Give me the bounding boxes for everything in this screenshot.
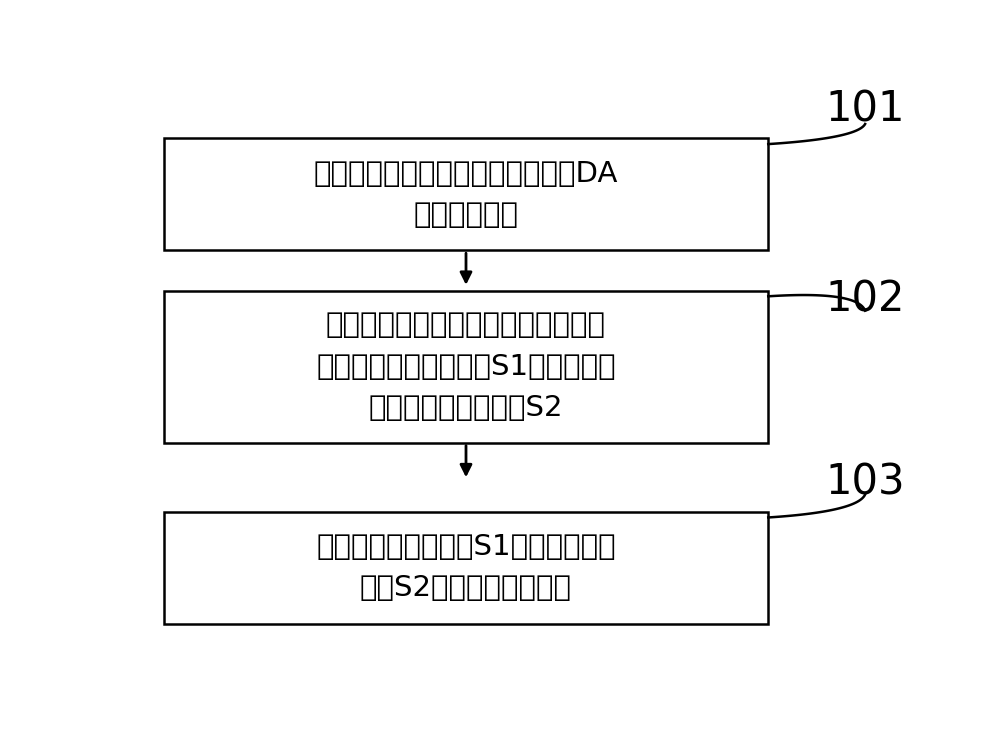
FancyBboxPatch shape: [164, 512, 768, 624]
Text: 根据所述采样信号一S1和所述采样信
号二S2，获取采样分辨率: 根据所述采样信号一S1和所述采样信 号二S2，获取采样分辨率: [316, 533, 616, 602]
Text: 103: 103: [825, 462, 905, 504]
Text: 102: 102: [825, 278, 905, 320]
FancyBboxPatch shape: [164, 290, 768, 443]
FancyBboxPatch shape: [164, 138, 768, 251]
Text: 根据所述运放电路参数和挡位调整信
号，对所述采样信号一S1进行信号处
理，获取采样信号二S2: 根据所述运放电路参数和挡位调整信 号，对所述采样信号一S1进行信号处 理，获取采…: [316, 312, 616, 422]
Text: 101: 101: [825, 89, 905, 131]
Text: 获取运放电路参数，挡位调整信号DA
和采样信号一: 获取运放电路参数，挡位调整信号DA 和采样信号一: [314, 160, 618, 229]
